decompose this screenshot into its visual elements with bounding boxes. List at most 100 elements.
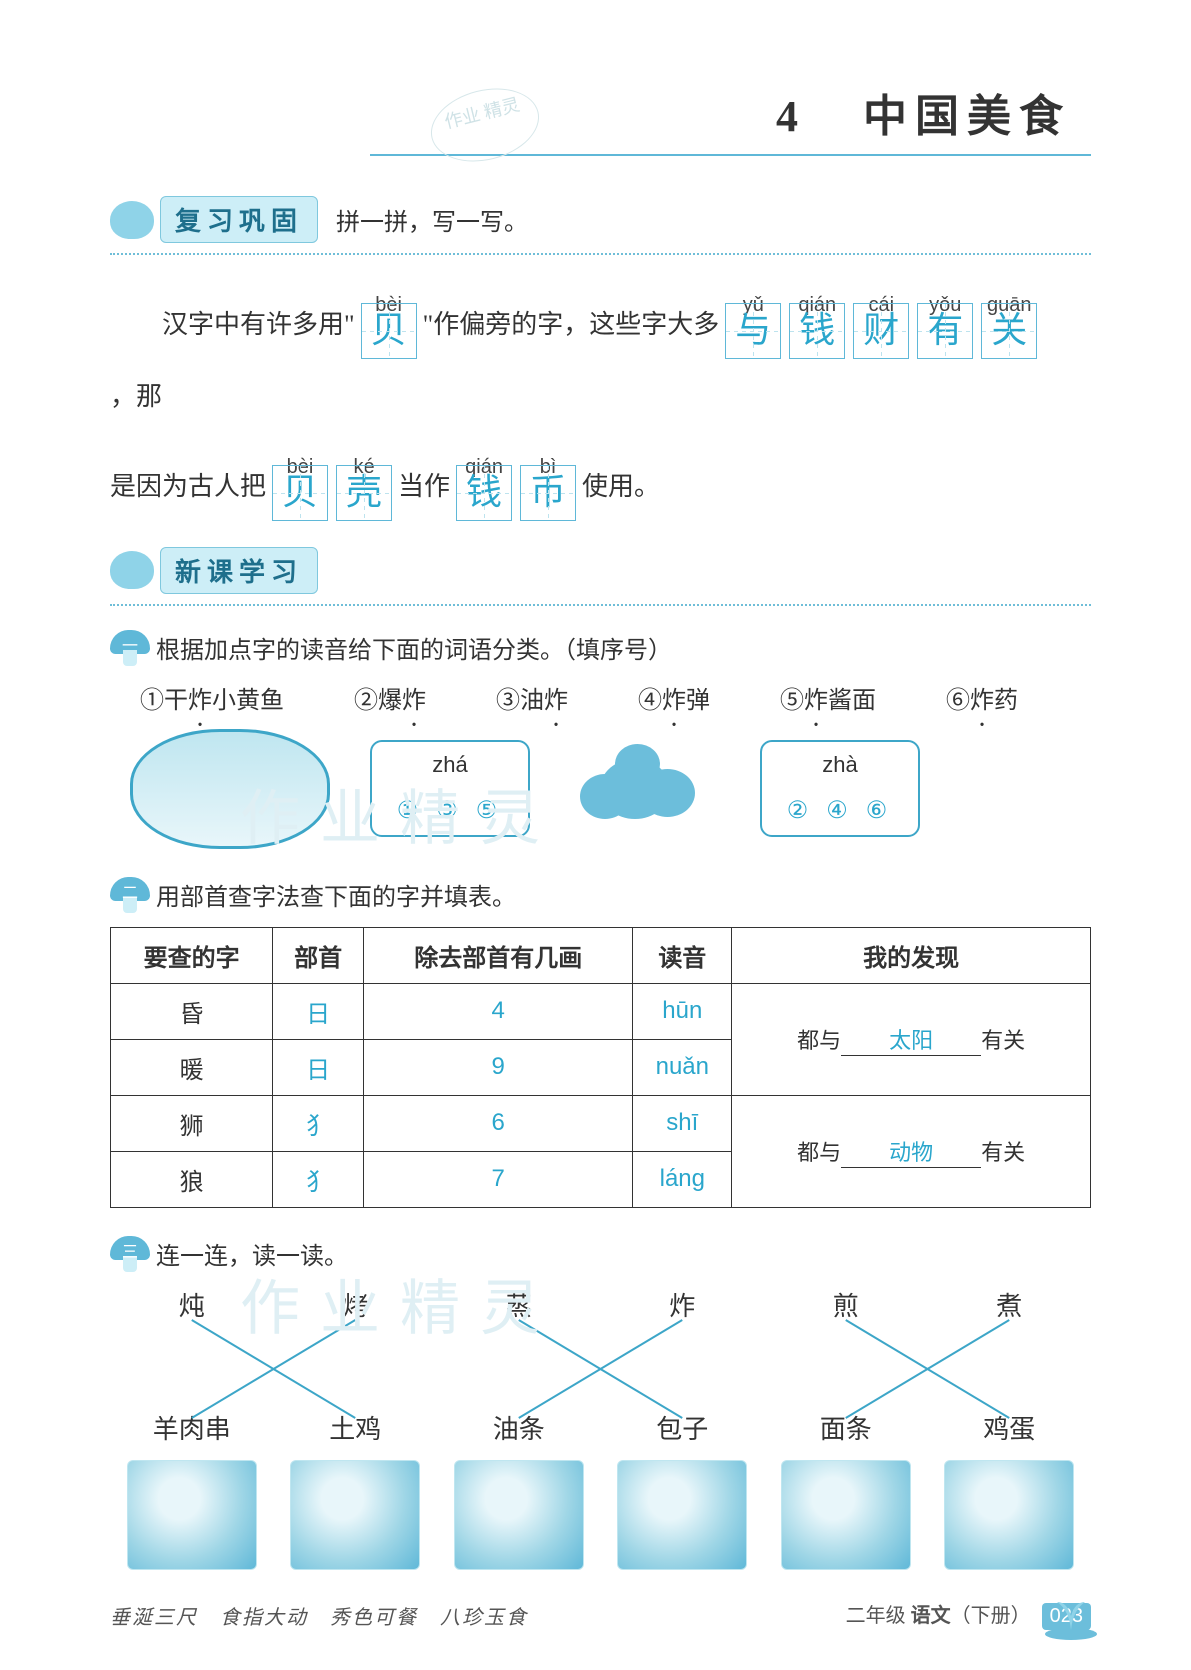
table-header: 我的发现 [732, 927, 1091, 983]
section-review-suffix: 拼一拼，写一写。 [336, 202, 528, 237]
sprout-icon [1041, 1580, 1101, 1640]
section-new: 新课学习 [110, 547, 318, 594]
match-bottom: 羊肉串 [110, 1409, 274, 1446]
text: 汉字中有许多用" [110, 291, 355, 359]
char-box: bì 币 [520, 441, 576, 521]
exercise-1-words: ①干炸小黄鱼②爆炸③油炸④炸弹⑤炸酱面⑥炸药 [140, 680, 1091, 715]
radical-cell: 犭 [273, 1095, 364, 1151]
match-gap [274, 1331, 438, 1401]
explosion-illustration [570, 739, 720, 839]
word-item: ②爆炸 [354, 680, 426, 715]
exercise-1-heading: 一 根据加点字的读音给下面的词语分类。（填序号） [110, 630, 1091, 666]
food-illustration [617, 1460, 747, 1570]
match-gap [928, 1331, 1092, 1401]
text: 使用。 [582, 453, 660, 521]
table-header: 除去部首有几画 [364, 927, 633, 983]
mushroom-icon: 一 [110, 630, 150, 666]
match-top: 烤 [274, 1286, 438, 1323]
char-cell: 暖 [111, 1039, 273, 1095]
table-header: 要查的字 [111, 927, 273, 983]
char-box: guān 关 [981, 279, 1037, 359]
pinyin-cell: hūn [633, 983, 732, 1039]
pinyin-cell: láng [633, 1151, 732, 1207]
elephant-icon [110, 551, 154, 589]
exercise-3-title: 连一连，读一读。 [156, 1236, 348, 1271]
char-box: yǒu 有 [917, 279, 973, 359]
match-bottom: 油条 [437, 1409, 601, 1446]
text: "作偏旁的字，这些字大多 [423, 291, 720, 359]
text: ，那 [110, 363, 162, 431]
match-gap [601, 1331, 765, 1401]
radical-cell: 日 [273, 1039, 364, 1095]
char-answer: 与 [725, 303, 781, 359]
answer-box-zha2: zhá ① ③ ⑤ [370, 740, 530, 837]
pinyin-label: zhá [372, 752, 528, 778]
radical-lookup-table: 要查的字部首除去部首有几画读音我的发现昏日4hūn都与太阳有关暖日9nuǎn狮犭… [110, 927, 1091, 1208]
match-bottom: 鸡蛋 [928, 1409, 1092, 1446]
word-item: ①干炸小黄鱼 [140, 680, 284, 715]
answer-box-zha4: zhà ② ④ ⑥ [760, 740, 920, 837]
char-answer: 钱 [456, 465, 512, 521]
char-cell: 昏 [111, 983, 273, 1039]
char-box: yǔ 与 [725, 279, 781, 359]
mushroom-icon: 二 [110, 877, 150, 913]
divider [110, 604, 1091, 606]
page-footer: 垂涎三尺 食指大动 秀色可餐 八珍玉食 二年级 语文（下册） 023 [110, 1599, 1091, 1630]
food-illustration [127, 1460, 257, 1570]
match-bottom: 面条 [764, 1409, 928, 1446]
discovery-cell: 都与动物有关 [732, 1095, 1091, 1207]
pinyin-label: zhà [762, 752, 918, 778]
exercise-3-heading: 三 连一连，读一读。 [110, 1236, 1091, 1272]
table-row: 狮犭6shī都与动物有关 [111, 1095, 1091, 1151]
char-answer: 财 [853, 303, 909, 359]
char-answer: 壳 [336, 465, 392, 521]
pinyin-cell: shī [633, 1095, 732, 1151]
section-review-label: 复习巩固 [160, 196, 318, 243]
strokes-cell: 9 [364, 1039, 633, 1095]
food-illustration [290, 1460, 420, 1570]
char-cell: 狮 [111, 1095, 273, 1151]
char-answer: 币 [520, 465, 576, 521]
discovery-cell: 都与太阳有关 [732, 983, 1091, 1095]
fill-exercise: 汉字中有许多用" bèi 贝 "作偏旁的字，这些字大多 yǔ 与 qián 钱 … [110, 279, 1091, 521]
text: 当作 [398, 453, 450, 521]
word-item: ③油炸 [496, 680, 568, 715]
exercise-1-title: 根据加点字的读音给下面的词语分类。（填序号） [156, 630, 672, 665]
word-item: ④炸弹 [638, 680, 710, 715]
food-illustration [944, 1460, 1074, 1570]
mushroom-icon: 三 [110, 1236, 150, 1272]
pinyin-cell: nuǎn [633, 1039, 732, 1095]
char-answer: 贝 [361, 303, 417, 359]
answer-text: ② ④ ⑥ [762, 796, 918, 825]
food-illustration [781, 1460, 911, 1570]
match-top: 煎 [764, 1286, 928, 1323]
fish-plate-illustration [130, 729, 330, 849]
divider [110, 253, 1091, 255]
strokes-cell: 6 [364, 1095, 633, 1151]
elephant-icon [110, 201, 154, 239]
char-box: ké 壳 [336, 441, 392, 521]
match-top: 炸 [601, 1286, 765, 1323]
table-header: 读音 [633, 927, 732, 983]
char-answer: 关 [981, 303, 1037, 359]
food-illustration [454, 1460, 584, 1570]
match-gap [437, 1331, 601, 1401]
table-header: 部首 [273, 927, 364, 983]
exercise-1-row: zhá ① ③ ⑤ zhà ② ④ ⑥ [130, 729, 1091, 849]
char-answer: 钱 [789, 303, 845, 359]
match-bottom: 土鸡 [274, 1409, 438, 1446]
match-gap [110, 1331, 274, 1401]
word-item: ⑤炸酱面 [780, 680, 876, 715]
match-top: 蒸 [437, 1286, 601, 1323]
matching-exercise: 炖烤蒸炸煎煮羊肉串土鸡油条包子面条鸡蛋 [110, 1286, 1091, 1570]
strokes-cell: 4 [364, 983, 633, 1039]
section-review: 复习巩固 拼一拼，写一写。 [110, 196, 528, 243]
match-top: 煮 [928, 1286, 1092, 1323]
char-answer: 有 [917, 303, 973, 359]
radical-cell: 日 [273, 983, 364, 1039]
match-bottom: 包子 [601, 1409, 765, 1446]
lesson-title: 中国美食 [863, 92, 1071, 141]
text: 是因为古人把 [110, 453, 266, 521]
radical-cell: 犭 [273, 1151, 364, 1207]
exercise-2-title: 用部首查字法查下面的字并填表。 [156, 877, 516, 912]
